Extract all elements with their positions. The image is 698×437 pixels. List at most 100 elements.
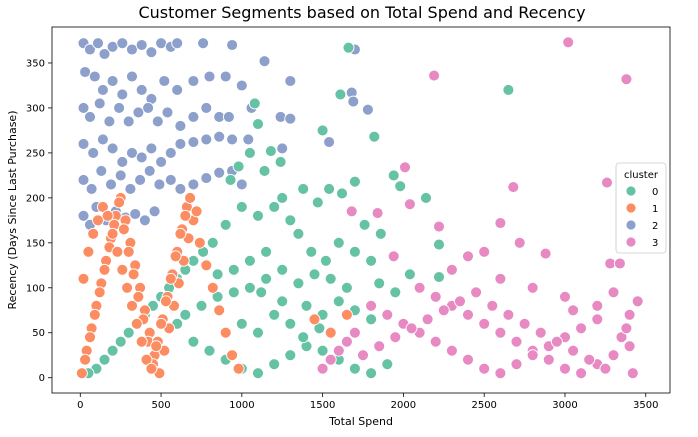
data-point-cluster-3 — [620, 322, 633, 335]
data-point-cluster-3 — [494, 272, 507, 285]
data-point-cluster-2 — [187, 75, 200, 87]
data-point-cluster-2 — [92, 37, 104, 50]
data-point-cluster-0 — [274, 155, 287, 168]
data-point-cluster-2 — [88, 70, 101, 83]
data-point-cluster-0 — [276, 263, 289, 276]
data-point-cluster-2 — [87, 146, 100, 159]
data-point-cluster-2 — [122, 115, 135, 128]
data-point-cluster-2 — [164, 146, 177, 159]
data-point-cluster-0 — [358, 218, 371, 231]
data-point-cluster-1 — [213, 304, 226, 317]
data-point-cluster-3 — [428, 69, 441, 82]
data-point-cluster-0 — [252, 367, 264, 380]
data-point-cluster-2 — [138, 214, 151, 227]
data-point-cluster-3 — [478, 317, 491, 330]
data-point-cluster-0 — [98, 353, 111, 366]
data-point-cluster-2 — [151, 115, 164, 128]
data-point-cluster-2 — [98, 48, 111, 60]
data-point-cluster-0 — [342, 41, 355, 54]
x-tick-label: 500 — [152, 400, 171, 411]
legend-label-cluster-0: 0 — [652, 187, 658, 198]
data-point-cluster-3 — [462, 308, 474, 321]
data-point-cluster-2 — [126, 43, 138, 56]
data-point-cluster-3 — [478, 362, 491, 375]
data-point-cluster-0 — [122, 326, 135, 339]
data-point-cluster-2 — [226, 133, 239, 146]
data-point-cluster-3 — [429, 335, 442, 348]
data-point-cluster-3 — [599, 362, 612, 375]
data-point-cluster-0 — [336, 187, 348, 200]
data-point-cluster-3 — [345, 205, 358, 218]
data-point-cluster-0 — [316, 124, 329, 137]
data-point-cluster-3 — [332, 344, 345, 357]
data-point-cluster-2 — [143, 164, 156, 177]
y-tick-label: 50 — [32, 328, 45, 339]
data-point-cluster-3 — [575, 322, 588, 335]
data-point-cluster-1 — [219, 326, 232, 339]
data-point-cluster-3 — [607, 349, 620, 362]
data-point-cluster-0 — [297, 331, 310, 344]
data-point-cluster-3 — [437, 304, 450, 317]
data-point-cluster-3 — [623, 340, 636, 353]
data-point-cluster-0 — [255, 286, 268, 299]
data-point-cluster-3 — [470, 286, 483, 299]
data-point-cluster-2 — [126, 70, 138, 83]
data-point-cluster-1 — [164, 272, 177, 285]
data-point-cluster-0 — [324, 272, 337, 285]
data-point-cluster-0 — [227, 286, 240, 299]
data-point-cluster-0 — [284, 349, 297, 362]
data-point-cluster-0 — [348, 362, 361, 375]
data-point-cluster-1 — [130, 317, 143, 330]
data-point-cluster-2 — [103, 115, 116, 128]
data-point-cluster-1 — [113, 196, 126, 209]
data-point-cluster-0 — [433, 238, 445, 251]
data-point-cluster-0 — [268, 200, 281, 213]
data-point-cluster-2 — [116, 88, 129, 101]
data-point-cluster-1 — [190, 205, 203, 218]
data-point-cluster-2 — [187, 110, 200, 123]
data-point-cluster-3 — [445, 344, 458, 357]
data-point-cluster-1 — [145, 362, 158, 375]
data-point-cluster-0 — [433, 271, 445, 283]
data-point-cluster-0 — [219, 218, 232, 231]
y-tick-label: 0 — [39, 373, 45, 384]
data-point-cluster-0 — [323, 182, 336, 195]
data-point-cluster-2 — [274, 110, 287, 123]
legend-title: cluster — [624, 170, 659, 181]
data-point-cluster-3 — [526, 349, 539, 362]
data-point-cluster-0 — [268, 308, 281, 321]
data-point-cluster-0 — [203, 344, 216, 357]
data-point-cluster-3 — [591, 313, 604, 326]
data-point-cluster-2 — [135, 83, 148, 96]
data-point-cluster-2 — [222, 110, 235, 123]
data-point-cluster-0 — [311, 196, 324, 209]
data-point-cluster-0 — [368, 130, 381, 143]
data-point-cluster-0 — [248, 97, 261, 110]
data-point-cluster-0 — [264, 145, 277, 158]
y-tick-label: 350 — [26, 58, 45, 69]
data-point-cluster-2 — [213, 166, 226, 179]
data-point-cluster-0 — [284, 214, 297, 227]
data-point-cluster-2 — [113, 101, 126, 114]
data-point-cluster-2 — [77, 101, 90, 114]
data-point-cluster-2 — [116, 37, 129, 50]
data-point-cluster-1 — [88, 308, 101, 321]
data-point-cluster-0 — [276, 295, 289, 308]
data-point-cluster-0 — [260, 245, 273, 258]
data-point-cluster-2 — [79, 66, 92, 78]
data-point-cluster-3 — [567, 344, 580, 357]
data-point-cluster-1 — [92, 214, 104, 227]
data-point-cluster-2 — [116, 155, 129, 168]
legend-label-cluster-3: 3 — [652, 238, 658, 249]
data-point-cluster-2 — [242, 133, 255, 146]
x-tick-label: 0 — [77, 400, 83, 411]
data-point-cluster-3 — [399, 161, 411, 174]
data-point-cluster-2 — [77, 137, 90, 150]
data-point-cluster-3 — [413, 281, 426, 294]
data-point-cluster-2 — [158, 75, 171, 87]
data-point-cluster-0 — [114, 335, 127, 348]
data-point-cluster-0 — [292, 227, 305, 240]
data-point-cluster-1 — [126, 299, 138, 312]
data-point-cluster-1 — [206, 281, 219, 294]
